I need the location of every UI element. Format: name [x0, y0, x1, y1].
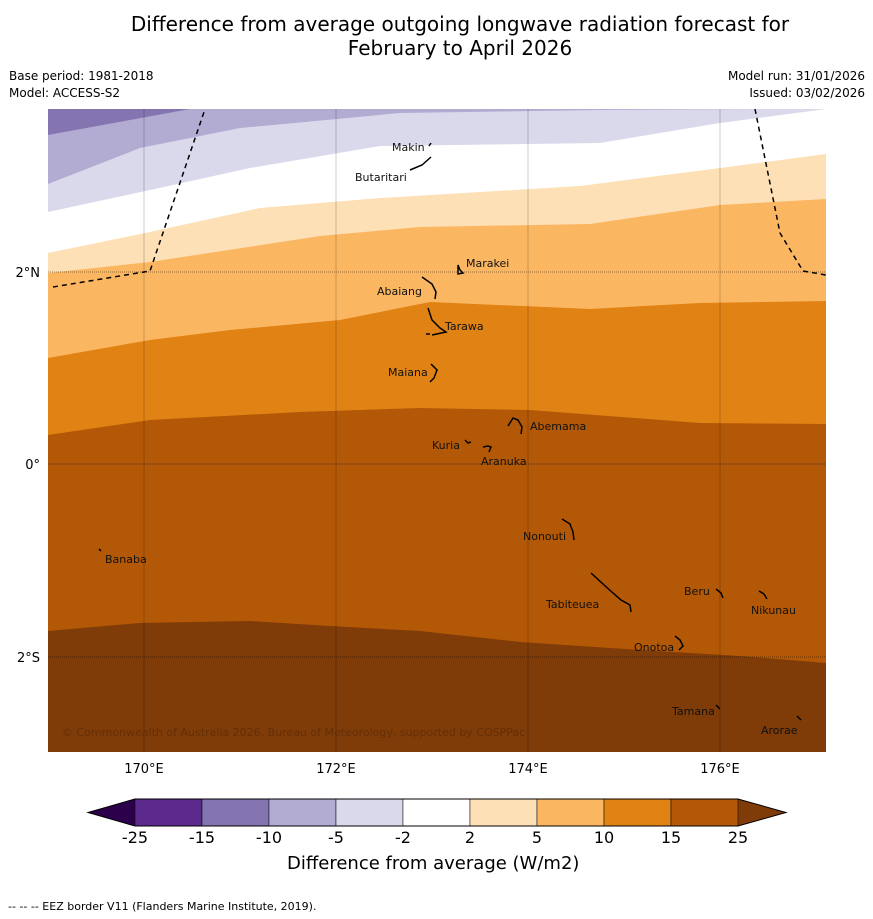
- place-label-aranuka: Aranuka: [481, 455, 527, 468]
- colorbar-outline: [86, 798, 788, 827]
- band-over-25: [48, 621, 826, 752]
- colorbar-swatch: [335, 798, 404, 827]
- colorbar-label: -25: [121, 828, 149, 847]
- colorbar-swatch: [469, 798, 538, 827]
- band-minus5-minus10: [48, 109, 760, 184]
- colorbar-label: 15: [660, 828, 682, 847]
- colorbar: [86, 798, 788, 827]
- colorbar-swatch: [201, 798, 270, 827]
- title-line-1: Difference from average outgoing longwav…: [130, 12, 790, 36]
- place-label-banaba: Banaba: [105, 553, 147, 566]
- island-kuria: [464, 439, 472, 444]
- model-run: Model run: 31/01/2026: [727, 69, 865, 83]
- island-marakei: [457, 264, 465, 275]
- colorbar-swatch: [402, 798, 471, 827]
- place-label-onotoa: Onotoa: [634, 641, 674, 654]
- place-label-butaritari: Butaritari: [355, 171, 407, 184]
- meta-left: Base period: 1981-2018 Model: ACCESS-S2: [9, 68, 154, 102]
- colorbar-swatches: [134, 798, 739, 827]
- place-label-tarawa: Tarawa: [444, 320, 484, 333]
- colorbar-label: 25: [727, 828, 749, 847]
- colorbar-title: Difference from average (W/m2): [287, 853, 580, 874]
- island-beru: [715, 588, 724, 599]
- axis-tick-labels: 170°E 172°E 174°E 176°E 2°N 0° 2°S: [16, 266, 740, 777]
- eez-border-east: [754, 109, 826, 276]
- place-label-maiana: Maiana: [388, 366, 428, 379]
- colorbar-label: 10: [593, 828, 615, 847]
- band-minus2-minus5: [48, 109, 826, 212]
- colorbar-label: 5: [531, 828, 543, 847]
- base-period: Base period: 1981-2018: [9, 69, 154, 83]
- title-line-2: February to April 2026: [347, 36, 573, 60]
- lon-label-172e: 172°E: [316, 762, 356, 777]
- lon-label-176e: 176°E: [700, 762, 740, 777]
- island-abemama: [507, 417, 523, 435]
- lat-label-2n: 2°N: [16, 266, 41, 281]
- island-tabiteuea: [590, 572, 632, 613]
- island-maiana: [429, 363, 438, 383]
- place-label-makin: Makin: [392, 141, 425, 154]
- place-label-tamana: Tamana: [671, 705, 715, 718]
- place-label-abemama: Abemama: [530, 420, 586, 433]
- parallels: [48, 271, 826, 658]
- islands: [98, 142, 802, 721]
- colorbar-swatch: [134, 798, 203, 827]
- model-name: Model: ACCESS-S2: [9, 86, 121, 100]
- island-tarawa: [426, 307, 448, 336]
- map-title: Difference from average outgoing longwav…: [0, 12, 873, 60]
- island-onotoa: [674, 635, 684, 651]
- colorbar-label: -15: [188, 828, 216, 847]
- map-plot-area: Makin Butaritari Marakei Abaiang Tarawa …: [48, 109, 826, 752]
- lon-label-174e: 174°E: [508, 762, 548, 777]
- island-makin: [428, 142, 432, 147]
- island-abaiang: [421, 276, 437, 300]
- issued-date: Issued: 03/02/2026: [749, 86, 865, 100]
- colorbar-under-arrow: [88, 799, 135, 826]
- band-minus10-minus15: [48, 109, 190, 135]
- island-aranuka: [482, 445, 492, 453]
- eez-footnote: -- -- -- EEZ border V11 (Flanders Marine…: [8, 900, 317, 913]
- place-label-tabiteuea: Tabiteuea: [545, 598, 599, 611]
- place-labels: Makin Butaritari Marakei Abaiang Tarawa …: [105, 141, 798, 737]
- island-arorae: [796, 715, 802, 721]
- island-butaritari: [409, 156, 432, 171]
- lon-label-170e: 170°E: [124, 762, 164, 777]
- colorbar-label: -2: [395, 828, 411, 847]
- graticule: [143, 109, 721, 752]
- lat-label-2s: 2°S: [17, 651, 40, 666]
- island-banaba: [98, 548, 102, 552]
- colorbar-over-arrow: [738, 799, 786, 826]
- place-label-kuria: Kuria: [432, 439, 460, 452]
- copyright-notice: © Commonwealth of Australia 2026, Bureau…: [62, 726, 525, 739]
- colorbar-swatch: [603, 798, 672, 827]
- colorbar-label: -10: [255, 828, 283, 847]
- place-label-marakei: Marakei: [466, 257, 509, 270]
- island-tamana: [715, 704, 721, 710]
- place-label-beru: Beru: [684, 585, 710, 598]
- colorbar-label: -5: [328, 828, 344, 847]
- place-label-nonouti: Nonouti: [523, 530, 566, 543]
- place-label-nikunau: Nikunau: [751, 604, 796, 617]
- colorbar-label: 2: [464, 828, 476, 847]
- place-label-abaiang: Abaiang: [377, 285, 422, 298]
- place-label-arorae: Arorae: [761, 724, 798, 737]
- island-nikunau: [758, 590, 768, 600]
- meta-right: Model run: 31/01/2026 Issued: 03/02/2026: [728, 68, 865, 102]
- eez-border: [52, 109, 826, 288]
- island-nonouti: [561, 518, 575, 541]
- lat-label-0: 0°: [25, 458, 40, 473]
- colorbar-swatch: [536, 798, 605, 827]
- colorbar-swatch: [670, 798, 739, 827]
- colorbar-swatch: [268, 798, 337, 827]
